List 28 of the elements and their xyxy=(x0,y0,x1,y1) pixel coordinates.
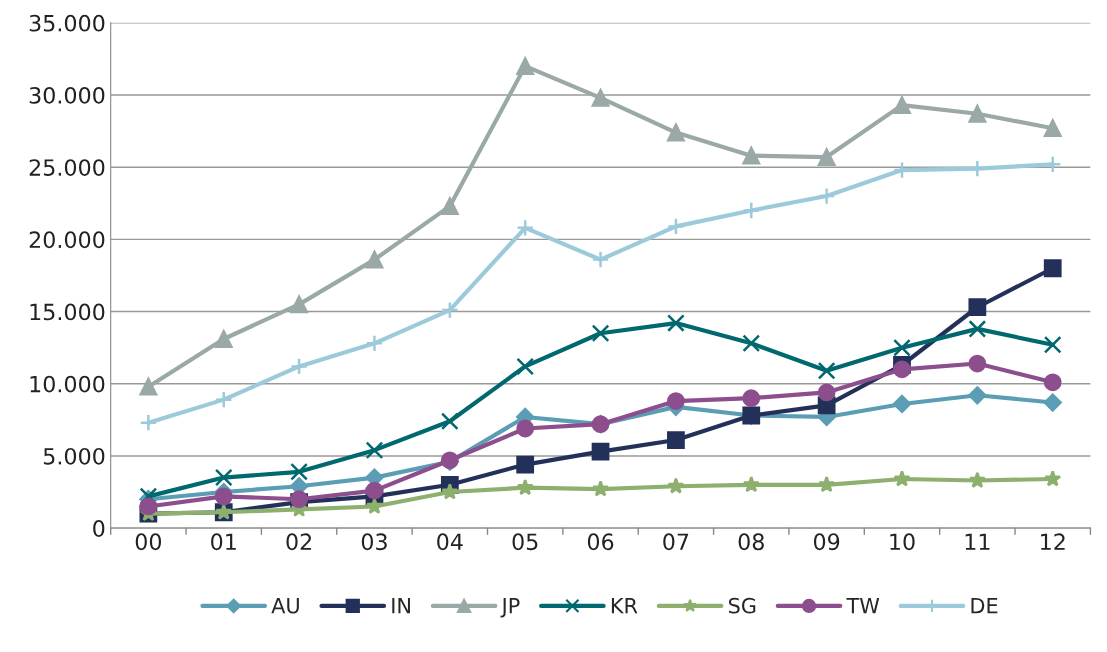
x-tick-label: 08 xyxy=(738,533,764,551)
legend-label: SG xyxy=(728,597,756,614)
x-tick-label: 00 xyxy=(135,533,162,551)
x-tick-label: 03 xyxy=(361,533,387,551)
x-tick-label: 01 xyxy=(211,533,236,551)
y-tick-label: 10.000 xyxy=(30,375,105,393)
x-tick-label: 12 xyxy=(1041,533,1065,550)
y-tick-label: 15.000 xyxy=(30,303,105,321)
x-tick-label: 04 xyxy=(437,533,463,551)
y-tick-label: 25.000 xyxy=(29,159,105,176)
x-tick-label: 11 xyxy=(965,533,990,550)
legend-label: KR xyxy=(611,598,638,614)
legend-label: DE xyxy=(971,598,998,614)
x-tick-label: 10 xyxy=(890,533,915,551)
x-tick-label: 06 xyxy=(587,533,614,551)
y-tick-label: 0 xyxy=(93,520,105,537)
y-tick-label: 30.000 xyxy=(29,86,105,104)
x-tick-label: 02 xyxy=(286,533,312,551)
legend-label: AU xyxy=(271,598,299,614)
legend-label: IN xyxy=(392,598,410,614)
x-tick-label: 05 xyxy=(512,533,538,551)
y-tick-label: 35.000 xyxy=(29,14,105,32)
y-tick-label: 5.000 xyxy=(43,447,105,465)
y-tick-label: 20.000 xyxy=(29,231,105,249)
legend-label: TW xyxy=(846,598,880,614)
legend-label: JP xyxy=(500,598,520,618)
x-tick-label: 07 xyxy=(663,533,689,551)
x-tick-label: 09 xyxy=(813,533,840,551)
